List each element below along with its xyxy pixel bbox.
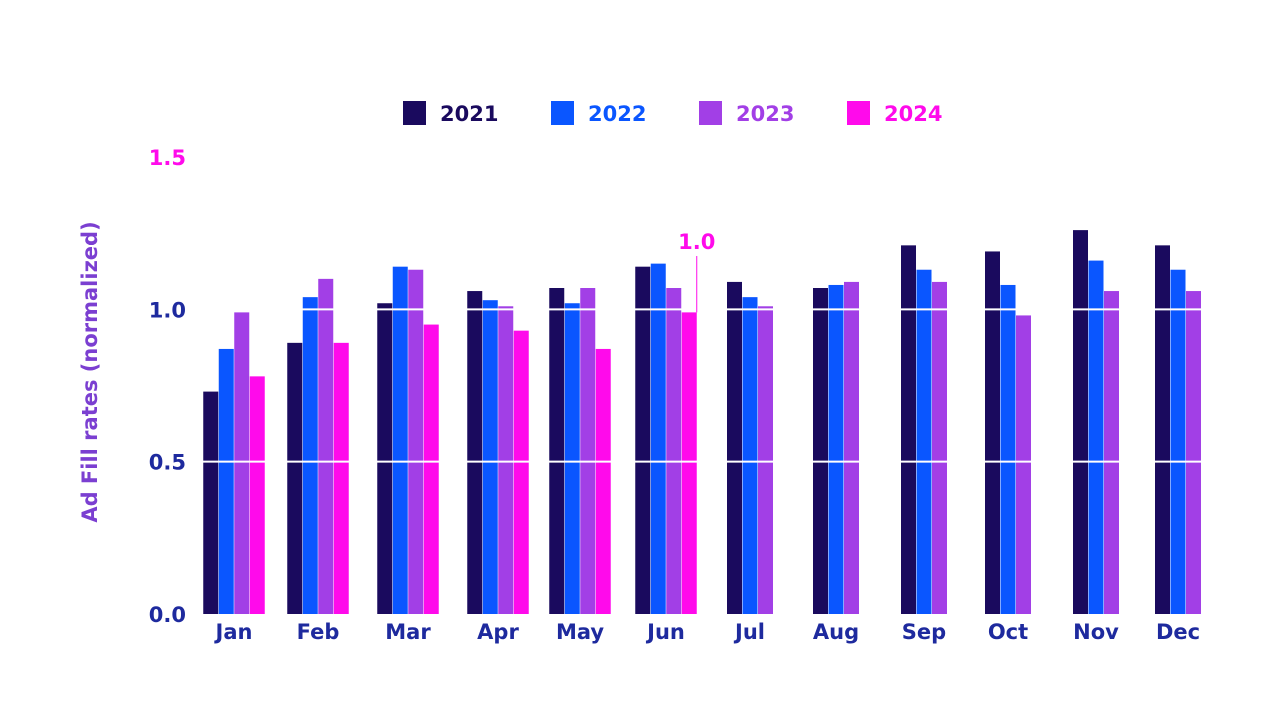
x-tick-label-feb: Feb: [297, 620, 340, 644]
x-tick-label-jan: Jan: [214, 620, 253, 644]
x-tick-label-may: May: [556, 620, 604, 644]
x-tick-label-apr: Apr: [477, 620, 519, 644]
bar-jan-2022: [218, 348, 234, 614]
y-axis: 0.0 0.5 1.0 1.5: [149, 146, 186, 627]
bar-may-2022: [564, 303, 580, 614]
bar-aug-2023: [844, 281, 859, 614]
bar-may-2024: [595, 348, 611, 614]
bar-jun-2022: [650, 263, 666, 614]
bar-may-2021: [549, 288, 565, 614]
bar-feb-2024: [333, 342, 349, 614]
legend-label-2022: 2022: [588, 102, 646, 126]
bar-feb-2022: [302, 297, 318, 614]
x-axis: Jan Feb Mar Apr May Jun Jul Aug Sep Oct Nov Dec: [214, 620, 1201, 644]
bar-jul-2021: [727, 281, 742, 614]
bar-sep-2022: [916, 269, 932, 614]
bar-nov-2021: [1073, 230, 1088, 614]
bar-sep-2021: [901, 245, 916, 614]
bar-dec-2021: [1155, 245, 1170, 614]
bar-aug-2021: [813, 288, 828, 614]
y-tick-label: 1.0: [149, 298, 186, 322]
y-tick-label: 0.5: [149, 451, 186, 475]
bar-jul-2022: [742, 297, 758, 614]
bar-dec-2023: [1186, 291, 1201, 614]
legend-label-2021: 2021: [440, 102, 498, 126]
grid-lines: [200, 308, 1205, 463]
x-tick-label-jul: Jul: [733, 620, 765, 644]
bar-jun-2023: [666, 288, 682, 614]
bar-jan-2021: [203, 391, 219, 614]
bar-nov-2023: [1104, 291, 1119, 614]
bar-mar-2021: [377, 303, 393, 614]
bar-aug-2022: [828, 284, 844, 614]
bar-oct-2022: [1000, 284, 1016, 614]
bar-apr-2023: [498, 306, 514, 614]
bar-jun-2024: [681, 312, 697, 614]
legend-label-2023: 2023: [736, 102, 794, 126]
legend-swatch-2022: [551, 101, 574, 125]
annotation-label: 1.0: [678, 230, 715, 254]
bar-jul-2023: [758, 306, 773, 614]
y-tick-label: 1.5: [149, 146, 186, 170]
legend-swatch-2024: [847, 101, 870, 125]
x-tick-label-sep: Sep: [902, 620, 946, 644]
x-tick-label-mar: Mar: [385, 620, 431, 644]
legend: 2021 2022 2023 2024: [403, 101, 942, 126]
x-tick-label-dec: Dec: [1156, 620, 1200, 644]
annotations: 1.0: [678, 230, 715, 313]
bar-feb-2023: [318, 278, 334, 614]
bar-apr-2024: [513, 330, 529, 614]
bar-oct-2021: [985, 251, 1000, 615]
x-tick-label-jun: Jun: [645, 620, 685, 644]
bar-jan-2024: [249, 376, 265, 614]
bar-mar-2024: [423, 324, 439, 614]
bar-may-2023: [580, 288, 596, 614]
legend-label-2024: 2024: [884, 102, 942, 126]
bar-jun-2021: [635, 266, 651, 614]
bar-jan-2023: [234, 312, 250, 614]
bar-mar-2023: [408, 269, 424, 614]
x-tick-label-oct: Oct: [988, 620, 1028, 644]
bar-feb-2021: [287, 342, 303, 614]
bar-apr-2022: [482, 300, 498, 614]
bars: [203, 230, 1201, 615]
bar-oct-2023: [1016, 315, 1031, 614]
bar-apr-2021: [467, 291, 483, 614]
x-tick-label-aug: Aug: [813, 620, 859, 644]
bar-nov-2022: [1088, 260, 1104, 614]
x-tick-label-nov: Nov: [1073, 620, 1119, 644]
bar-dec-2022: [1170, 269, 1186, 614]
bar-sep-2023: [932, 281, 947, 614]
legend-swatch-2023: [699, 101, 722, 125]
legend-swatch-2021: [403, 101, 426, 125]
bar-mar-2022: [392, 266, 408, 614]
y-axis-title: Ad Fill rates (normalized): [78, 221, 102, 522]
y-tick-label: 0.0: [149, 603, 186, 627]
